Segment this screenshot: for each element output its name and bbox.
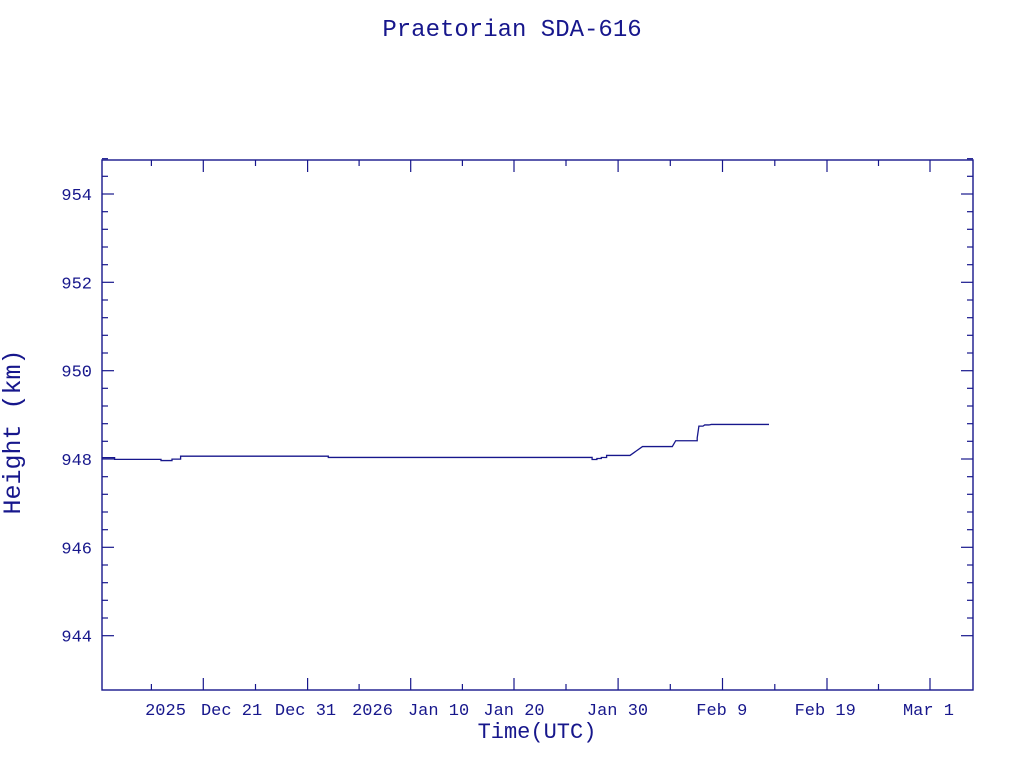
svg-text:Praetorian SDA-616: Praetorian SDA-616 — [382, 17, 641, 44]
svg-text:Dec 21: Dec 21 — [201, 702, 262, 721]
svg-text:Height (km): Height (km) — [0, 349, 28, 514]
svg-text:944: 944 — [61, 629, 92, 648]
svg-text:Jan 20: Jan 20 — [483, 702, 544, 721]
svg-text:954: 954 — [61, 187, 92, 206]
svg-text:Jan 10: Jan 10 — [408, 702, 469, 721]
svg-text:2026: 2026 — [352, 702, 393, 721]
svg-text:948: 948 — [61, 452, 92, 471]
svg-text:Jan 30: Jan 30 — [587, 702, 648, 721]
svg-text:Time(UTC): Time(UTC) — [478, 720, 597, 745]
svg-text:Mar 1: Mar 1 — [903, 702, 954, 721]
svg-text:Dec 31: Dec 31 — [275, 702, 336, 721]
svg-text:Feb 19: Feb 19 — [795, 702, 856, 721]
svg-text:950: 950 — [61, 364, 92, 383]
svg-text:Feb 9: Feb 9 — [696, 702, 747, 721]
svg-text:946: 946 — [61, 540, 92, 559]
svg-text:952: 952 — [61, 275, 92, 294]
svg-text:2025: 2025 — [145, 702, 186, 721]
